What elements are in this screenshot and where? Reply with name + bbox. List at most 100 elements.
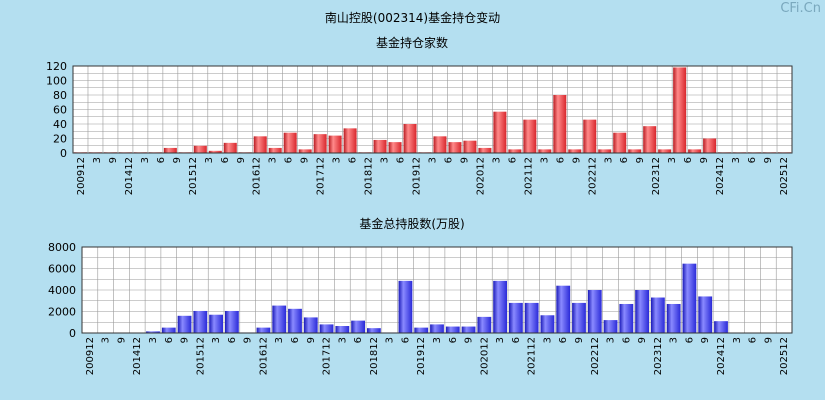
chart1-ytick-label: 100: [46, 75, 67, 88]
chart1-xtick-label: 6: [220, 157, 231, 163]
chart1-bar: [553, 95, 567, 153]
chart2-xtick-label: 6: [448, 337, 459, 343]
chart2-bar: [256, 327, 271, 333]
chart2-xtick-label: 3: [606, 337, 617, 343]
chart2-bar: [698, 296, 713, 333]
chart1-xtick-label: 202412: [715, 157, 726, 195]
chart2-bar: [556, 285, 571, 333]
chart1-bar: [283, 132, 297, 153]
chart2-xtick-label: 202012: [479, 337, 490, 375]
chart1-bar: [448, 142, 462, 153]
chart1-bar: [673, 67, 687, 153]
chart2-xtick-label: 201512: [195, 337, 206, 375]
chart1-ytick-label: 80: [53, 89, 67, 102]
chart2-xtick-label: 6: [511, 337, 522, 343]
chart1-bar: [253, 136, 267, 153]
chart1-xtick-label: 6: [619, 157, 630, 163]
chart1-bar: [268, 147, 282, 153]
chart1-xtick-label: 201812: [364, 157, 375, 195]
chart2-bar: [682, 263, 697, 333]
chart2-title: 基金总持股数(万股): [359, 216, 464, 231]
chart1-bar: [433, 136, 447, 153]
chart2-bar: [572, 302, 586, 333]
chart2-bar: [414, 327, 429, 333]
chart2-bar: [430, 324, 444, 333]
chart1-xtick-label: 9: [699, 157, 710, 163]
chart2-xtick-label: 6: [621, 337, 632, 343]
chart2-xtick-label: 6: [227, 337, 238, 343]
chart1-xtick-label: 200912: [76, 157, 87, 195]
chart2-bar: [509, 302, 523, 333]
chart2-bar: [714, 321, 728, 333]
chart2-xtick-label: 201812: [369, 337, 380, 375]
chart1-xtick-label: 6: [348, 157, 359, 163]
chart1-xtick-label: 6: [683, 157, 694, 163]
chart2-bar: [209, 314, 223, 333]
chart1-bar: [658, 149, 672, 153]
chart2-bar: [477, 316, 492, 333]
chart1-xtick-label: 3: [268, 157, 279, 163]
chart2-xtick-label: 201612: [258, 337, 269, 375]
chart1-xtick-label: 6: [507, 157, 518, 163]
chart1-bar: [598, 149, 612, 153]
chart2-xtick-label: 9: [243, 337, 254, 343]
chart1-xtick-label: 201412: [124, 157, 135, 195]
chart2-bar: [335, 326, 350, 333]
chart1-xtick-label: 3: [667, 157, 678, 163]
chart2-bar: [461, 326, 476, 333]
chart1-xtick-label: 202012: [475, 157, 486, 195]
chart1-bar: [163, 147, 177, 153]
chart2-xtick-label: 201712: [322, 337, 333, 375]
chart1-bar: [403, 124, 417, 153]
chart1-bar: [388, 142, 402, 153]
chart1-frame: [72, 65, 793, 154]
chart1-bar: [628, 149, 642, 153]
chart2-xtick-label: 6: [684, 337, 695, 343]
chart1-xtick-label: 9: [459, 157, 470, 163]
chart1-xtick-label: 9: [108, 157, 119, 163]
chart2-xtick-label: 9: [574, 337, 585, 343]
chart1-xtick-label: 201612: [252, 157, 263, 195]
chart2-xtick-label: 9: [700, 337, 711, 343]
chart2-xtick-label: 6: [164, 337, 175, 343]
chart2-xtick-label: 6: [400, 337, 411, 343]
chart2-bar: [635, 290, 649, 333]
chart2-xtick-label: 9: [116, 337, 127, 343]
chart2-xtick-label: 3: [101, 337, 112, 343]
chart2-bar: [651, 297, 665, 333]
chart1-xtick-label: 201712: [316, 157, 327, 195]
chart1-ytick-label: 0: [60, 147, 67, 160]
chart1-bar: [208, 150, 222, 153]
chart2-xtick-label: 3: [669, 337, 680, 343]
chart1-xtick-label: 6: [396, 157, 407, 163]
chart1-xtick-label: 9: [236, 157, 247, 163]
chart2-ytick-label: 6000: [48, 263, 76, 276]
chart2-xtick-label: 6: [290, 337, 301, 343]
chart2-frame: [81, 246, 793, 334]
chart1-bar: [613, 132, 627, 153]
chart2-xtick-label: 202312: [653, 337, 664, 375]
chart2-bar: [288, 308, 302, 333]
chart1-xtick-label: 3: [92, 157, 103, 163]
chart1-bar: [373, 139, 387, 153]
chart2-bar: [146, 331, 160, 333]
chart2-xtick-label: 9: [637, 337, 648, 343]
chart2-xtick-label: 202412: [716, 337, 727, 375]
chart2-bar: [603, 320, 618, 333]
chart1-xtick-label: 9: [571, 157, 582, 163]
chart2-bar: [493, 280, 507, 333]
chart1-xtick-label: 201912: [412, 157, 423, 195]
chart2-xtick-label: 3: [211, 337, 222, 343]
chart1-xtick-label: 9: [635, 157, 646, 163]
chart1-bar: [313, 134, 327, 153]
page-title: 南山控股(002314)基金持仓变动: [324, 11, 501, 25]
chart2-xtick-label: 201412: [132, 337, 143, 375]
chart1-xtick-label: 9: [763, 157, 774, 163]
chart1-xtick-label: 3: [380, 157, 391, 163]
chart2-xtick-label: 202112: [527, 337, 538, 375]
chart1-xtick-label: 3: [491, 157, 502, 163]
chart1-bar: [328, 135, 342, 153]
chart2-bar: [161, 327, 176, 333]
chart1-bar: [463, 140, 477, 153]
